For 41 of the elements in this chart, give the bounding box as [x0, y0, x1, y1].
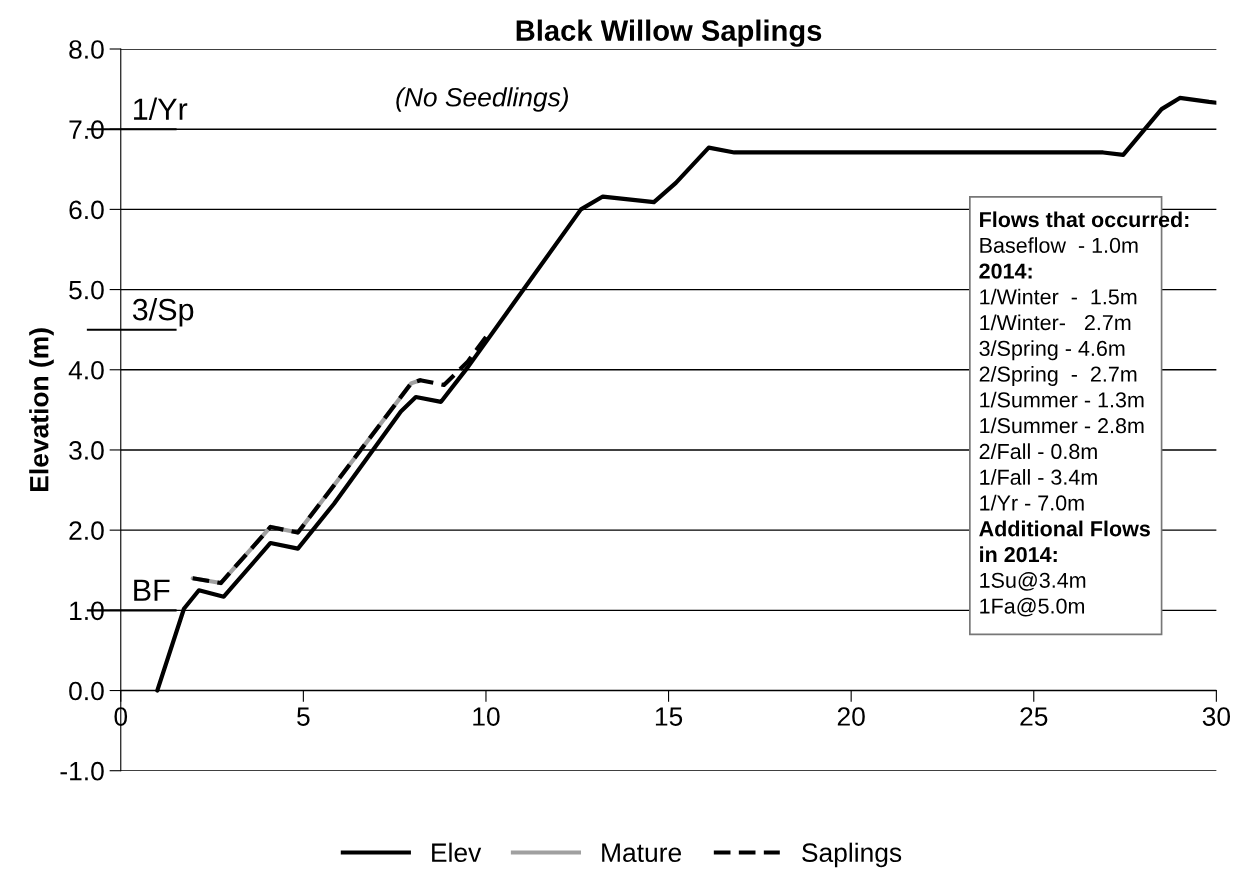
legend-label: Elev [432, 842, 482, 863]
text: (No Seedlings) [396, 87, 569, 112]
y-tick-label: -1.0 [60, 761, 104, 781]
annotation: 1/Fall - 3.4m [980, 469, 1097, 485]
y-tick-label: 2.0 [69, 521, 104, 540]
y-tick-label: 8.0 [69, 40, 104, 59]
y-axis-title: Elevation (m) [29, 328, 54, 491]
y-tick-label: 4.0 [68, 360, 104, 380]
y-tick-label: 6.0 [69, 200, 104, 220]
annotation: in 2014: [980, 546, 1057, 563]
annotation: Additional Flows [979, 520, 1150, 537]
chart-title: Black Willow Saplings [516, 19, 822, 47]
annotation: 1Su@3.4m [980, 572, 1086, 591]
annotation: 1/Yr - 7.0m [980, 494, 1084, 511]
annotation: 3/Spring - 4.6m [979, 340, 1125, 361]
y-tick-label: 3.0 [69, 441, 104, 460]
annotation: 1/Winter - 1.5m [980, 288, 1137, 305]
legend-label: Saplings [802, 842, 902, 868]
x-tick-label: 15 [655, 707, 683, 726]
annotation: 1/Summer - 1.3m [980, 391, 1144, 408]
y-tick-label: 7.0 [69, 120, 104, 140]
ref-line-label: 3/Sp [132, 297, 194, 327]
legend-label: Mature [602, 843, 681, 863]
ref-line-label: 1/Yr [134, 97, 188, 120]
annotation: 2/Spring - 2.7m [979, 365, 1137, 387]
y-tick-label: 5.0 [69, 280, 104, 300]
annotation: 1/Summer - 2.8m [980, 417, 1144, 434]
x-tick-label: 10 [473, 707, 500, 726]
annotation: 1Fa@5.0m [980, 597, 1085, 617]
x-tick-label: 25 [1020, 707, 1048, 726]
y-tick-label: 0.0 [69, 681, 104, 701]
x-tick-label: 5 [297, 707, 310, 726]
ref-line-label: BF [134, 579, 170, 601]
x-tick-label: 20 [837, 707, 865, 726]
annotation: 2014: [979, 263, 1032, 279]
x-tick-label: 30 [1202, 707, 1231, 726]
y-tick-label: 1.0 [70, 601, 104, 621]
annotation: Baseflow - 1.0m [980, 237, 1138, 253]
annotation: Flows that occurred: [980, 211, 1189, 228]
annotation: 1/Winter- 2.7m [980, 314, 1131, 331]
annotation: 2/Fall - 0.8m [979, 443, 1097, 460]
